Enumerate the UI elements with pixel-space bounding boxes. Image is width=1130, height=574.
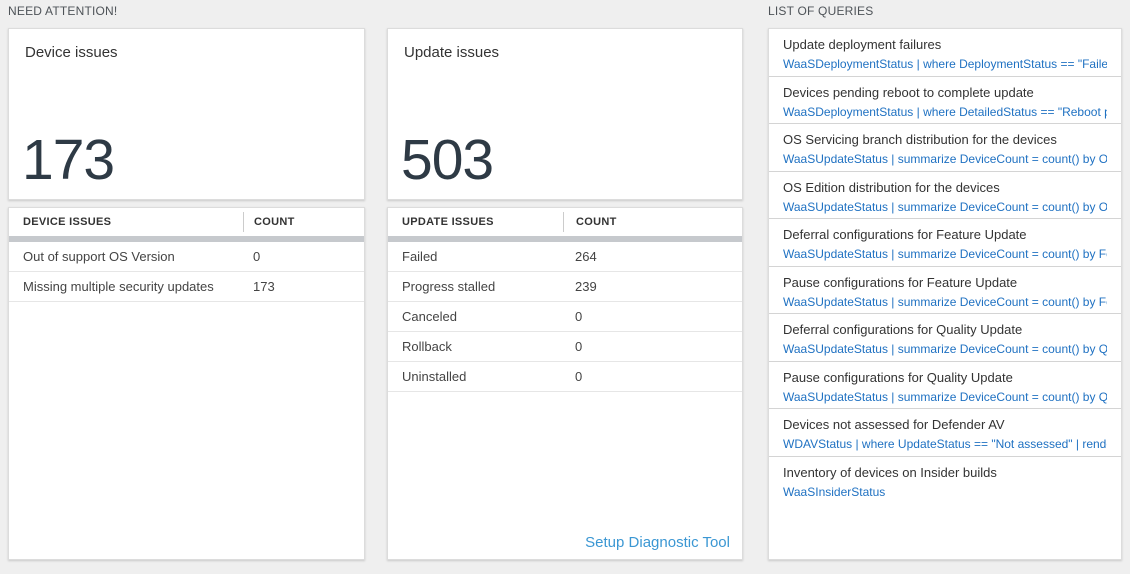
query-item[interactable]: Inventory of devices on Insider builds W… (769, 457, 1121, 505)
query-title: Pause configurations for Quality Update (783, 369, 1013, 385)
query-text-link[interactable]: WaaSInsiderStatus (783, 484, 886, 499)
query-text-link[interactable]: WaaSUpdateStatus | summarize DeviceCount… (783, 199, 1107, 214)
query-text-link[interactable]: WaaSUpdateStatus | summarize DeviceCount… (783, 389, 1107, 404)
query-item[interactable]: OS Servicing branch distribution for the… (769, 124, 1121, 172)
list-of-queries-panel: Update deployment failures WaaSDeploymen… (768, 28, 1122, 560)
table-row[interactable]: Progress stalled 239 (388, 272, 742, 302)
update-issues-count: 503 (401, 128, 494, 192)
device-issues-tile[interactable]: Device issues 173 (8, 28, 365, 200)
issue-cell: Rollback (402, 339, 452, 354)
issue-cell: Failed (402, 249, 438, 264)
update-issues-table-header: UPDATE ISSUES COUNT (388, 208, 742, 236)
device-issues-count: 173 (22, 128, 115, 192)
count-cell: 0 (575, 339, 583, 354)
query-text-link[interactable]: WDAVStatus | where UpdateStatus == "Not … (783, 437, 1107, 451)
horizontal-scrollbar[interactable] (9, 236, 364, 242)
list-of-queries-section-title: LIST OF QUERIES (768, 4, 874, 18)
table-row[interactable]: Out of support OS Version 0 (9, 242, 364, 272)
query-title: Pause configurations for Feature Update (783, 274, 1018, 290)
query-title: Devices not assessed for Defender AV (783, 417, 1005, 432)
count-cell: 0 (253, 249, 261, 264)
horizontal-scrollbar[interactable] (388, 236, 742, 242)
query-item[interactable]: Update deployment failures WaaSDeploymen… (769, 29, 1121, 77)
device-count-column-header: COUNT (243, 212, 364, 232)
count-cell: 264 (575, 249, 597, 264)
query-item[interactable]: Deferral configurations for Quality Upda… (769, 314, 1121, 362)
query-item[interactable]: Pause configurations for Feature Update … (769, 267, 1121, 314)
table-row[interactable]: Canceled 0 (388, 302, 742, 332)
count-cell: 173 (253, 279, 275, 294)
count-cell: 0 (575, 369, 583, 384)
update-issues-tile[interactable]: Update issues 503 (387, 28, 743, 200)
issue-cell: Canceled (402, 309, 457, 324)
update-count-column-header: COUNT (563, 212, 742, 232)
query-item[interactable]: OS Edition distribution for the devices … (769, 172, 1121, 219)
query-title: Devices pending reboot to complete updat… (783, 84, 1034, 100)
query-item[interactable]: Pause configurations for Quality Update … (769, 362, 1121, 409)
table-row[interactable]: Missing multiple security updates 173 (9, 272, 364, 302)
query-item[interactable]: Devices not assessed for Defender AV WDA… (769, 409, 1121, 457)
device-issues-table-header: DEVICE ISSUES COUNT (9, 208, 364, 236)
table-row[interactable]: Rollback 0 (388, 332, 742, 362)
issue-cell: Missing multiple security updates (23, 279, 214, 294)
query-title: Update deployment failures (783, 37, 942, 52)
query-text-link[interactable]: WaaSUpdateStatus | summarize DeviceCount… (783, 152, 1107, 166)
count-cell: 239 (575, 279, 597, 294)
query-text-link[interactable]: WaaSDeploymentStatus | where DetailedSta… (783, 104, 1107, 119)
issue-cell: Uninstalled (402, 369, 467, 384)
device-issues-column-header: DEVICE ISSUES (23, 216, 112, 228)
update-issues-tile-title: Update issues (404, 44, 500, 61)
query-title: Inventory of devices on Insider builds (783, 464, 997, 480)
device-issues-tile-title: Device issues (25, 44, 118, 61)
query-text-link[interactable]: WaaSUpdateStatus | summarize DeviceCount… (783, 342, 1107, 356)
need-attention-section-title: NEED ATTENTION! (8, 4, 118, 18)
table-row[interactable]: Uninstalled 0 (388, 362, 742, 392)
query-text-link[interactable]: WaaSUpdateStatus | summarize DeviceCount… (783, 247, 1107, 261)
setup-diagnostic-tool-link[interactable]: Setup Diagnostic Tool (585, 534, 730, 551)
query-text-link[interactable]: WaaSDeploymentStatus | where DeploymentS… (783, 57, 1107, 71)
query-item[interactable]: Deferral configurations for Feature Upda… (769, 219, 1121, 267)
query-title: OS Edition distribution for the devices (783, 179, 1000, 195)
count-cell: 0 (575, 309, 583, 324)
device-issues-table: DEVICE ISSUES COUNT Out of support OS Ve… (8, 207, 365, 560)
query-title: Deferral configurations for Feature Upda… (783, 227, 1027, 242)
update-issues-column-header: UPDATE ISSUES (402, 216, 494, 228)
query-title: OS Servicing branch distribution for the… (783, 132, 1057, 147)
issue-cell: Progress stalled (402, 279, 496, 294)
table-row[interactable]: Failed 264 (388, 242, 742, 272)
query-text-link[interactable]: WaaSUpdateStatus | summarize DeviceCount… (783, 294, 1107, 309)
issue-cell: Out of support OS Version (23, 249, 175, 264)
update-issues-table: UPDATE ISSUES COUNT Failed 264 Progress … (387, 207, 743, 560)
query-item[interactable]: Devices pending reboot to complete updat… (769, 77, 1121, 124)
query-title: Deferral configurations for Quality Upda… (783, 322, 1023, 337)
